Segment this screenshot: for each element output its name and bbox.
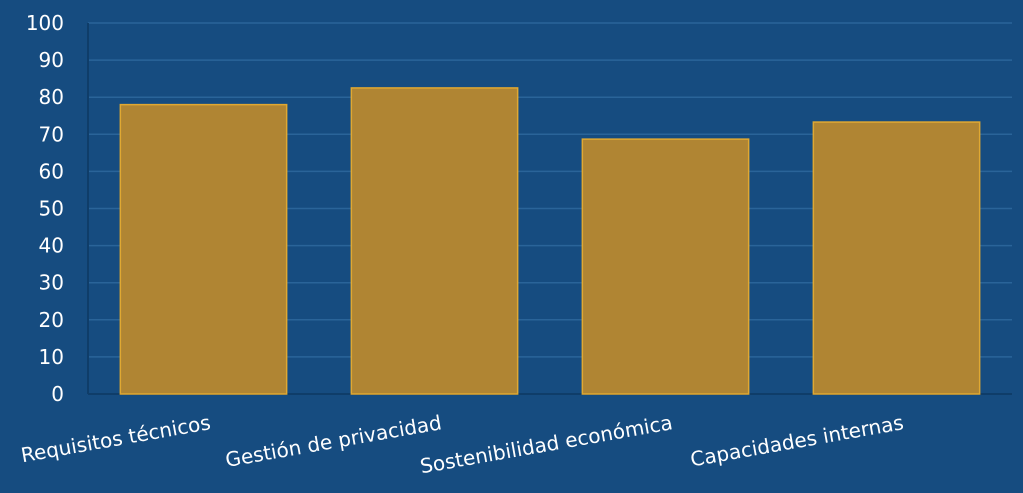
bar-2[interactable] — [581, 138, 750, 395]
x-category-label: Sostenibilidad económica — [418, 410, 674, 478]
bar-0[interactable] — [119, 103, 288, 395]
y-tick-label: 90 — [39, 48, 64, 72]
y-tick-label: 30 — [39, 271, 64, 295]
y-tick-label: 60 — [39, 159, 64, 183]
y-tick-label: 10 — [39, 345, 64, 369]
bar-1[interactable] — [350, 87, 519, 395]
bar-3[interactable] — [812, 121, 981, 395]
x-category-label: Capacidades internas — [688, 410, 905, 471]
x-category-label: Gestión de privacidad — [224, 410, 444, 472]
y-tick-label: 100 — [26, 11, 64, 35]
x-category-labels: Requisitos técnicos Gestión de privacidad… — [19, 410, 905, 478]
y-tick-labels: 0 10 20 30 40 50 60 70 80 90 100 — [26, 11, 64, 406]
y-tick-label: 40 — [39, 234, 64, 258]
y-tick-label: 70 — [39, 122, 64, 146]
y-tick-label: 20 — [39, 308, 64, 332]
y-tick-label: 50 — [39, 197, 64, 221]
y-tick-label: 0 — [51, 382, 64, 406]
y-tick-label: 80 — [39, 85, 64, 109]
x-category-label: Requisitos técnicos — [19, 410, 212, 467]
bars — [119, 87, 981, 395]
